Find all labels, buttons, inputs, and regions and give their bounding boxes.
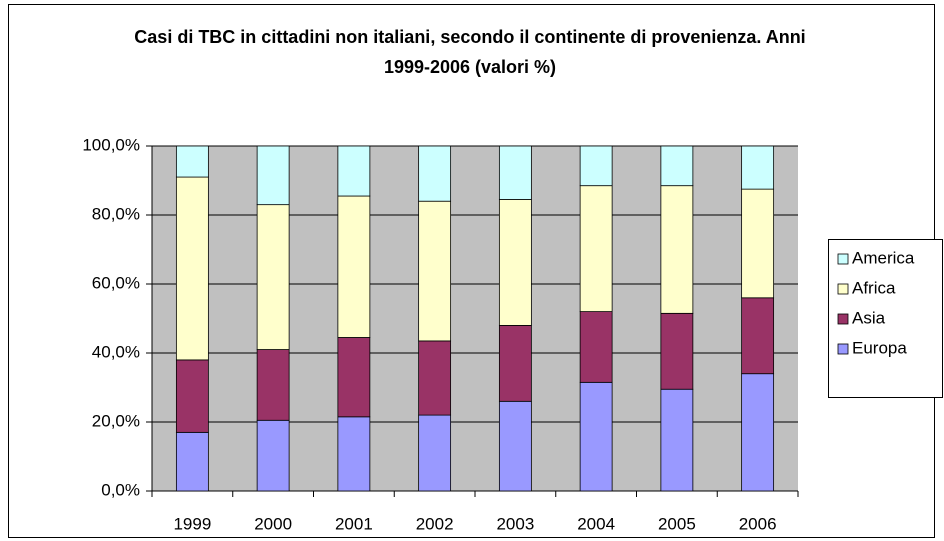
bar-segment [498,400,532,492]
x-tick-label: 2001 [335,514,373,533]
bar-segment [175,176,209,361]
x-tick-label: 2005 [658,514,696,533]
bar-segment [741,145,775,190]
bar-segment [418,340,452,416]
legend-label: Asia [852,308,886,327]
bar-segment [337,337,371,418]
plot-area [152,146,798,491]
bar-segment [337,416,371,492]
bar-segment [741,297,775,375]
y-tick-label: 40,0% [92,342,140,361]
bar-segment [741,373,775,492]
legend-swatch [837,253,849,265]
legend-label: America [852,248,915,267]
bar-segment [660,185,694,314]
x-tick-label: 2002 [416,514,454,533]
y-tick-label: 80,0% [92,204,140,223]
x-tick-label: 2000 [254,514,292,533]
bar-segment [498,145,532,200]
bar-segment [660,145,694,187]
bar-segment [256,145,290,206]
bar-segment [660,388,694,492]
bar-segment [498,324,532,402]
bar-segment [579,185,613,313]
legend-label: Africa [852,278,896,297]
bar-segment [418,414,452,492]
y-tick-label: 20,0% [92,411,140,430]
bar-segment [256,419,290,492]
legend-swatch [837,343,849,355]
bar-segment [418,145,452,202]
bar-segment [579,311,613,383]
bar-segment [498,199,532,326]
bar-segment [579,145,613,187]
bar-segment [175,431,209,492]
x-tick-label: 2004 [577,514,615,533]
chart-title: Casi di TBC in cittadini non italiani, s… [134,27,806,77]
bar-segment [175,359,209,433]
legend-label: Europa [852,338,907,357]
legend-swatch [837,283,849,295]
x-tick-label: 2006 [739,514,777,533]
y-tick-label: 0,0% [101,480,140,499]
legend-box [828,239,943,398]
bar-segment [256,349,290,421]
bar-segment [175,145,209,178]
x-tick-label: 2003 [496,514,534,533]
bar-segment [256,204,290,350]
bar-segment [579,381,613,492]
bar-segment [418,200,452,342]
legend-swatch [837,313,849,325]
x-tick-label: 1999 [173,514,211,533]
y-tick-label: 60,0% [92,273,140,292]
bar-segment [741,188,775,299]
y-tick-label: 100,0% [82,135,140,154]
bar-segment [660,312,694,390]
bar-segment [337,195,371,338]
bar-segment [337,145,371,197]
